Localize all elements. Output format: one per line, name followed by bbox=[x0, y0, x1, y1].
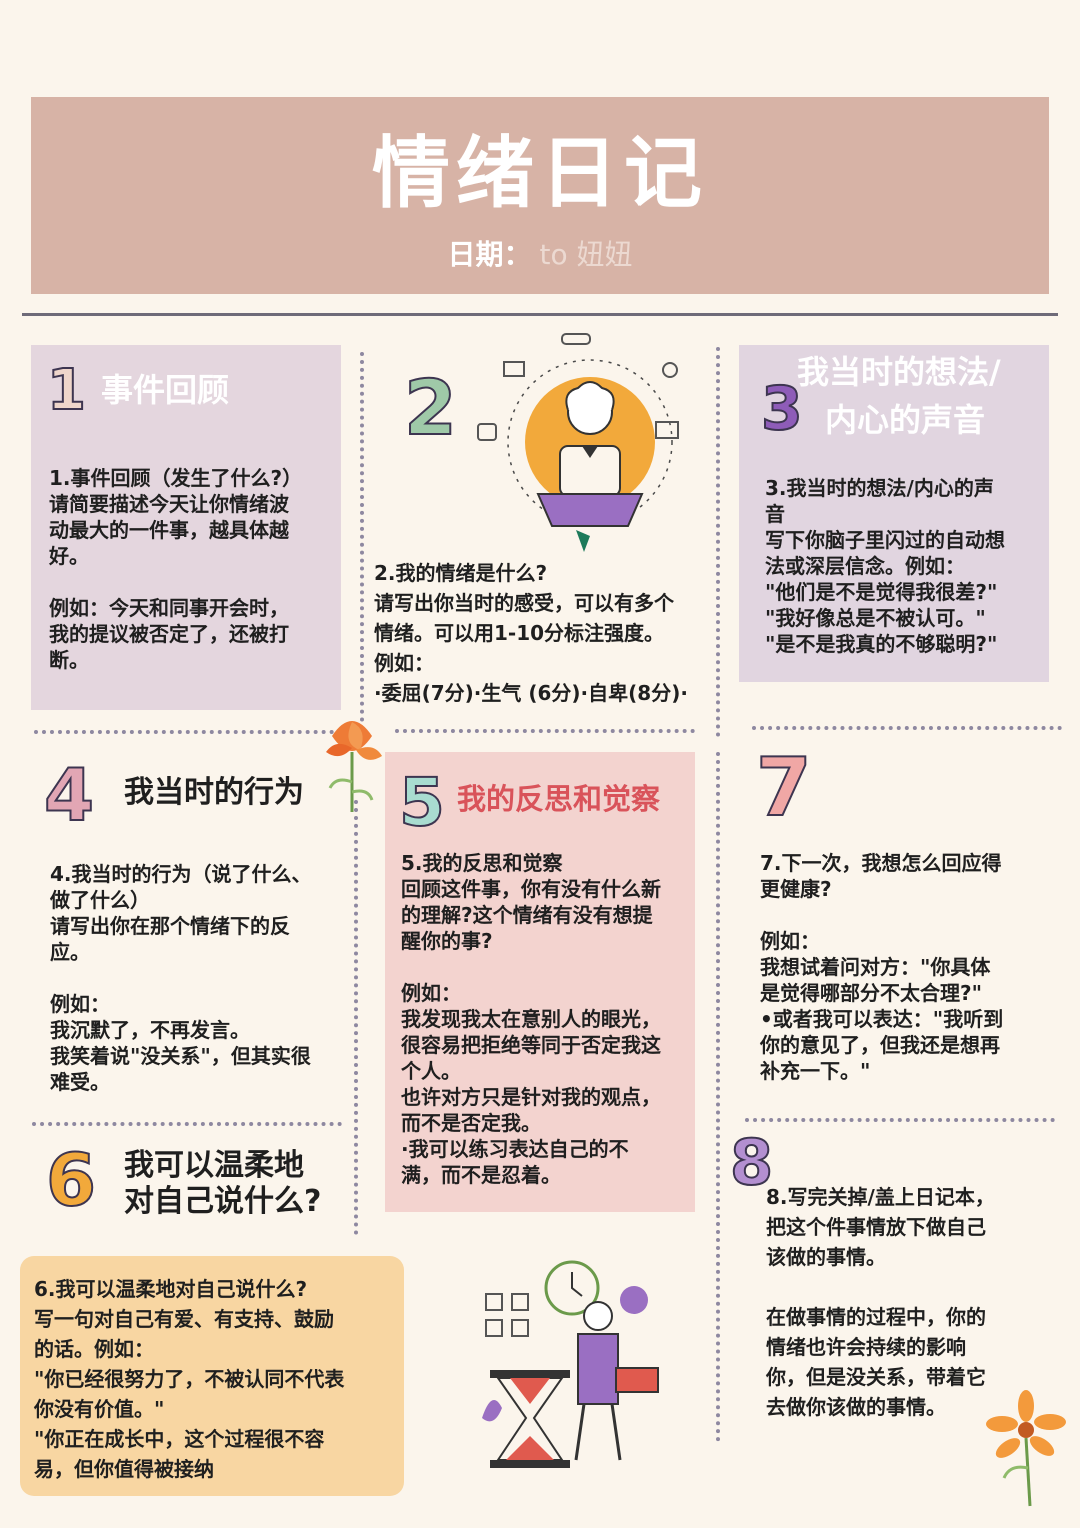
section-8-number: 8 bbox=[729, 1126, 774, 1199]
section-6-panel: 6.我可以温柔地对自己说什么? 写一句对自己有爱、有支持、鼓励 的话。例如： "… bbox=[20, 1256, 404, 1496]
page-title: 情绪日记 bbox=[371, 129, 708, 219]
divider-v3 bbox=[354, 800, 358, 1235]
section-3-panel: 3 我当时的想法/ 内心的声音 3.我当时的想法/内心的声 音 写下你脑子里闪过… bbox=[739, 345, 1049, 682]
divider-h4 bbox=[32, 1122, 342, 1126]
section-5-heading: 我的反思和觉察 bbox=[457, 782, 661, 816]
date-value: to 妞妞 bbox=[539, 238, 633, 271]
section-1-heading: 事件回顾 bbox=[101, 371, 230, 409]
divider-h1 bbox=[34, 730, 334, 734]
section-5-body: 5.我的反思和觉察 回顾这件事，你有没有什么新 的理解?这个情绪有没有想提 醒你… bbox=[401, 851, 661, 1187]
date-row: 日期： to 妞妞 bbox=[31, 241, 1049, 269]
section-6-header: 6 我可以温柔地 对自己说什么? bbox=[40, 1140, 350, 1240]
section-7-number: 7 bbox=[755, 741, 813, 834]
hourglass-clock-illustration bbox=[482, 1260, 659, 1468]
section-7-panel: 7 7.下一次，我想怎么回应得 更健康? 例如： 我想试着问对方："你具体 是觉… bbox=[748, 742, 1048, 1112]
divider-v2 bbox=[716, 347, 720, 737]
divider-v4 bbox=[716, 752, 720, 1442]
header-divider bbox=[22, 313, 1058, 316]
divider-h2 bbox=[395, 729, 695, 733]
divider-h3 bbox=[752, 726, 1062, 730]
flower-icon bbox=[986, 1390, 1066, 1507]
section-6-heading-line2: 对自己说什么? bbox=[124, 1184, 322, 1219]
section-7-body: 7.下一次，我想怎么回应得 更健康? 例如： 我想试着问对方："你具体 是觉得哪… bbox=[760, 851, 1004, 1083]
flower-icon bbox=[326, 721, 382, 812]
date-label: 日期： bbox=[447, 238, 532, 271]
section-6-heading-line1: 我可以温柔地 bbox=[124, 1148, 304, 1183]
section-1-panel: 1 事件回顾 1.事件回顾（发生了什么?） 请简要描述今天让你情绪波 动最大的一… bbox=[31, 345, 341, 710]
section-8-panel: 8 8.写完关掉/盖上日记本， 把这个件事情放下做自己 该做的事情。 在做事情的… bbox=[728, 1130, 1058, 1430]
section-4-panel: 4 我当时的行为 4.我当时的行为（说了什么、 做了什么） 请写出你在那个情绪下… bbox=[34, 745, 349, 1115]
section-4-heading: 我当时的行为 bbox=[124, 775, 304, 810]
section-6-body: 6.我可以温柔地对自己说什么? 写一句对自己有爱、有支持、鼓励 的话。例如： "… bbox=[34, 1277, 345, 1481]
section-6-number: 6 bbox=[45, 1138, 97, 1222]
section-3-number: 3 bbox=[760, 374, 804, 444]
section-1-body: 1.事件回顾（发生了什么?） 请简要描述今天让你情绪波 动最大的一件事，越具体越… bbox=[49, 466, 303, 672]
section-3-heading-line1: 我当时的想法/ bbox=[797, 353, 1001, 391]
divider-v1 bbox=[360, 352, 364, 722]
header-banner: 情绪日记 日期： to 妞妞 bbox=[31, 97, 1049, 294]
section-3-body: 3.我当时的想法/内心的声 音 写下你脑子里闪过的自动想 法或深层信念。例如： … bbox=[765, 476, 1005, 656]
section-8-body: 8.写完关掉/盖上日记本， 把这个件事情放下做自己 该做的事情。 在做事情的过程… bbox=[766, 1185, 995, 1419]
section-3-heading-line2: 内心的声音 bbox=[825, 401, 986, 439]
section-2-panel: 2 2.我的情绪是什么? 请写出你当时的感受，可以有多个 情绪。可以用1-10分… bbox=[370, 330, 715, 710]
person-laptop-illustration bbox=[477, 333, 679, 552]
divider-h5 bbox=[745, 1118, 1055, 1122]
section-4-body: 4.我当时的行为（说了什么、 做了什么） 请写出你在那个情绪下的反 应。 例如：… bbox=[50, 862, 312, 1094]
section-5-number: 5 bbox=[398, 764, 446, 841]
section-2-number: 2 bbox=[403, 363, 458, 452]
section-2-body: 2.我的情绪是什么? 请写出你当时的感受，可以有多个 情绪。可以用1-10分标注… bbox=[374, 561, 688, 705]
section-4-number: 4 bbox=[43, 753, 95, 837]
section-1-number: 1 bbox=[46, 358, 87, 423]
section-5-panel: 5 我的反思和觉察 5.我的反思和觉察 回顾这件事，你有没有什么新 的理解?这个… bbox=[385, 752, 695, 1212]
